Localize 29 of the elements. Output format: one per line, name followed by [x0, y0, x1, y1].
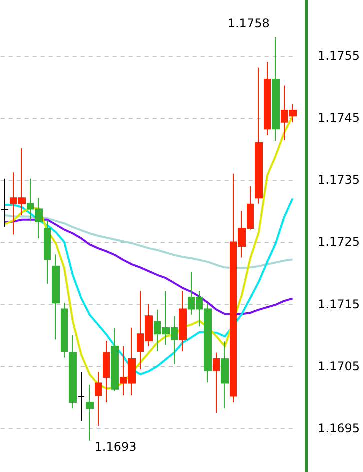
y-tick-label: 1.1695 [318, 422, 360, 436]
candlestick [264, 62, 271, 136]
line-series [4, 214, 294, 270]
candlestick [52, 254, 60, 340]
y-tick-label: 1.1735 [318, 173, 360, 188]
candlestick [221, 341, 229, 410]
candlestick [272, 36, 280, 142]
candlestick [1, 178, 9, 228]
candlestick [61, 302, 68, 358]
candlestick [69, 334, 77, 410]
annotation: 1.1693 [94, 440, 137, 454]
candlestick [86, 384, 94, 442]
candlestick [44, 220, 51, 284]
line-series [4, 218, 294, 316]
y-tick-label: 1.1745 [318, 111, 360, 125]
candlestick [255, 67, 263, 204]
candlestick [103, 340, 110, 403]
candlestick [78, 372, 85, 422]
line-series [4, 115, 294, 390]
candlestick [111, 328, 119, 392]
candlestick [179, 290, 187, 352]
y-tick-label: 1.1725 [318, 235, 360, 250]
y-tick-label: 1.1705 [318, 359, 360, 374]
line-series [4, 198, 294, 376]
y-tick-label: 1.1715 [318, 297, 360, 312]
y-tick-label: 1.1755 [318, 48, 360, 63]
annotation: 1.1758 [228, 16, 270, 30]
candlestick [213, 352, 220, 414]
candlestick [95, 372, 102, 427]
